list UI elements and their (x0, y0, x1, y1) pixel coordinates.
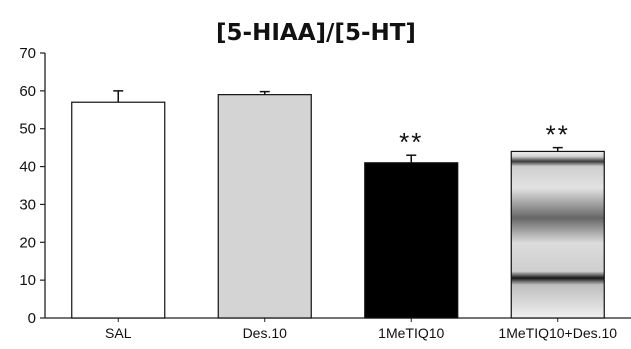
bars: ** ** (71, 90, 605, 319)
bar (71, 101, 166, 319)
bar (217, 94, 312, 319)
category-label: 1MeTIQ10 (378, 325, 444, 341)
y-tick-label: 40 (19, 159, 36, 176)
y-tick-label: 60 (19, 83, 36, 100)
y-tick-label: 50 (19, 121, 36, 138)
y-tick-label: 10 (19, 272, 36, 289)
bar (364, 162, 459, 319)
y-tick-label: 70 (19, 45, 36, 62)
y-tick-label: 30 (19, 196, 36, 213)
y-tick-label: 20 (19, 234, 36, 251)
category-label: SAL (105, 325, 132, 341)
significance-label: ** (399, 127, 423, 157)
axes: 0 10 20 30 40 50 60 70 SAL Des.10 1MeTIQ10 1MeTIQ10… (19, 45, 631, 341)
significance-label: ** (546, 120, 570, 150)
bar (510, 150, 605, 319)
chart-title: [5-HIAA]/[5-HT] (216, 20, 416, 46)
y-tick-label: 0 (28, 310, 36, 327)
category-label: Des.10 (243, 325, 288, 341)
category-label: 1MeTIQ10+Des.10 (498, 325, 617, 341)
